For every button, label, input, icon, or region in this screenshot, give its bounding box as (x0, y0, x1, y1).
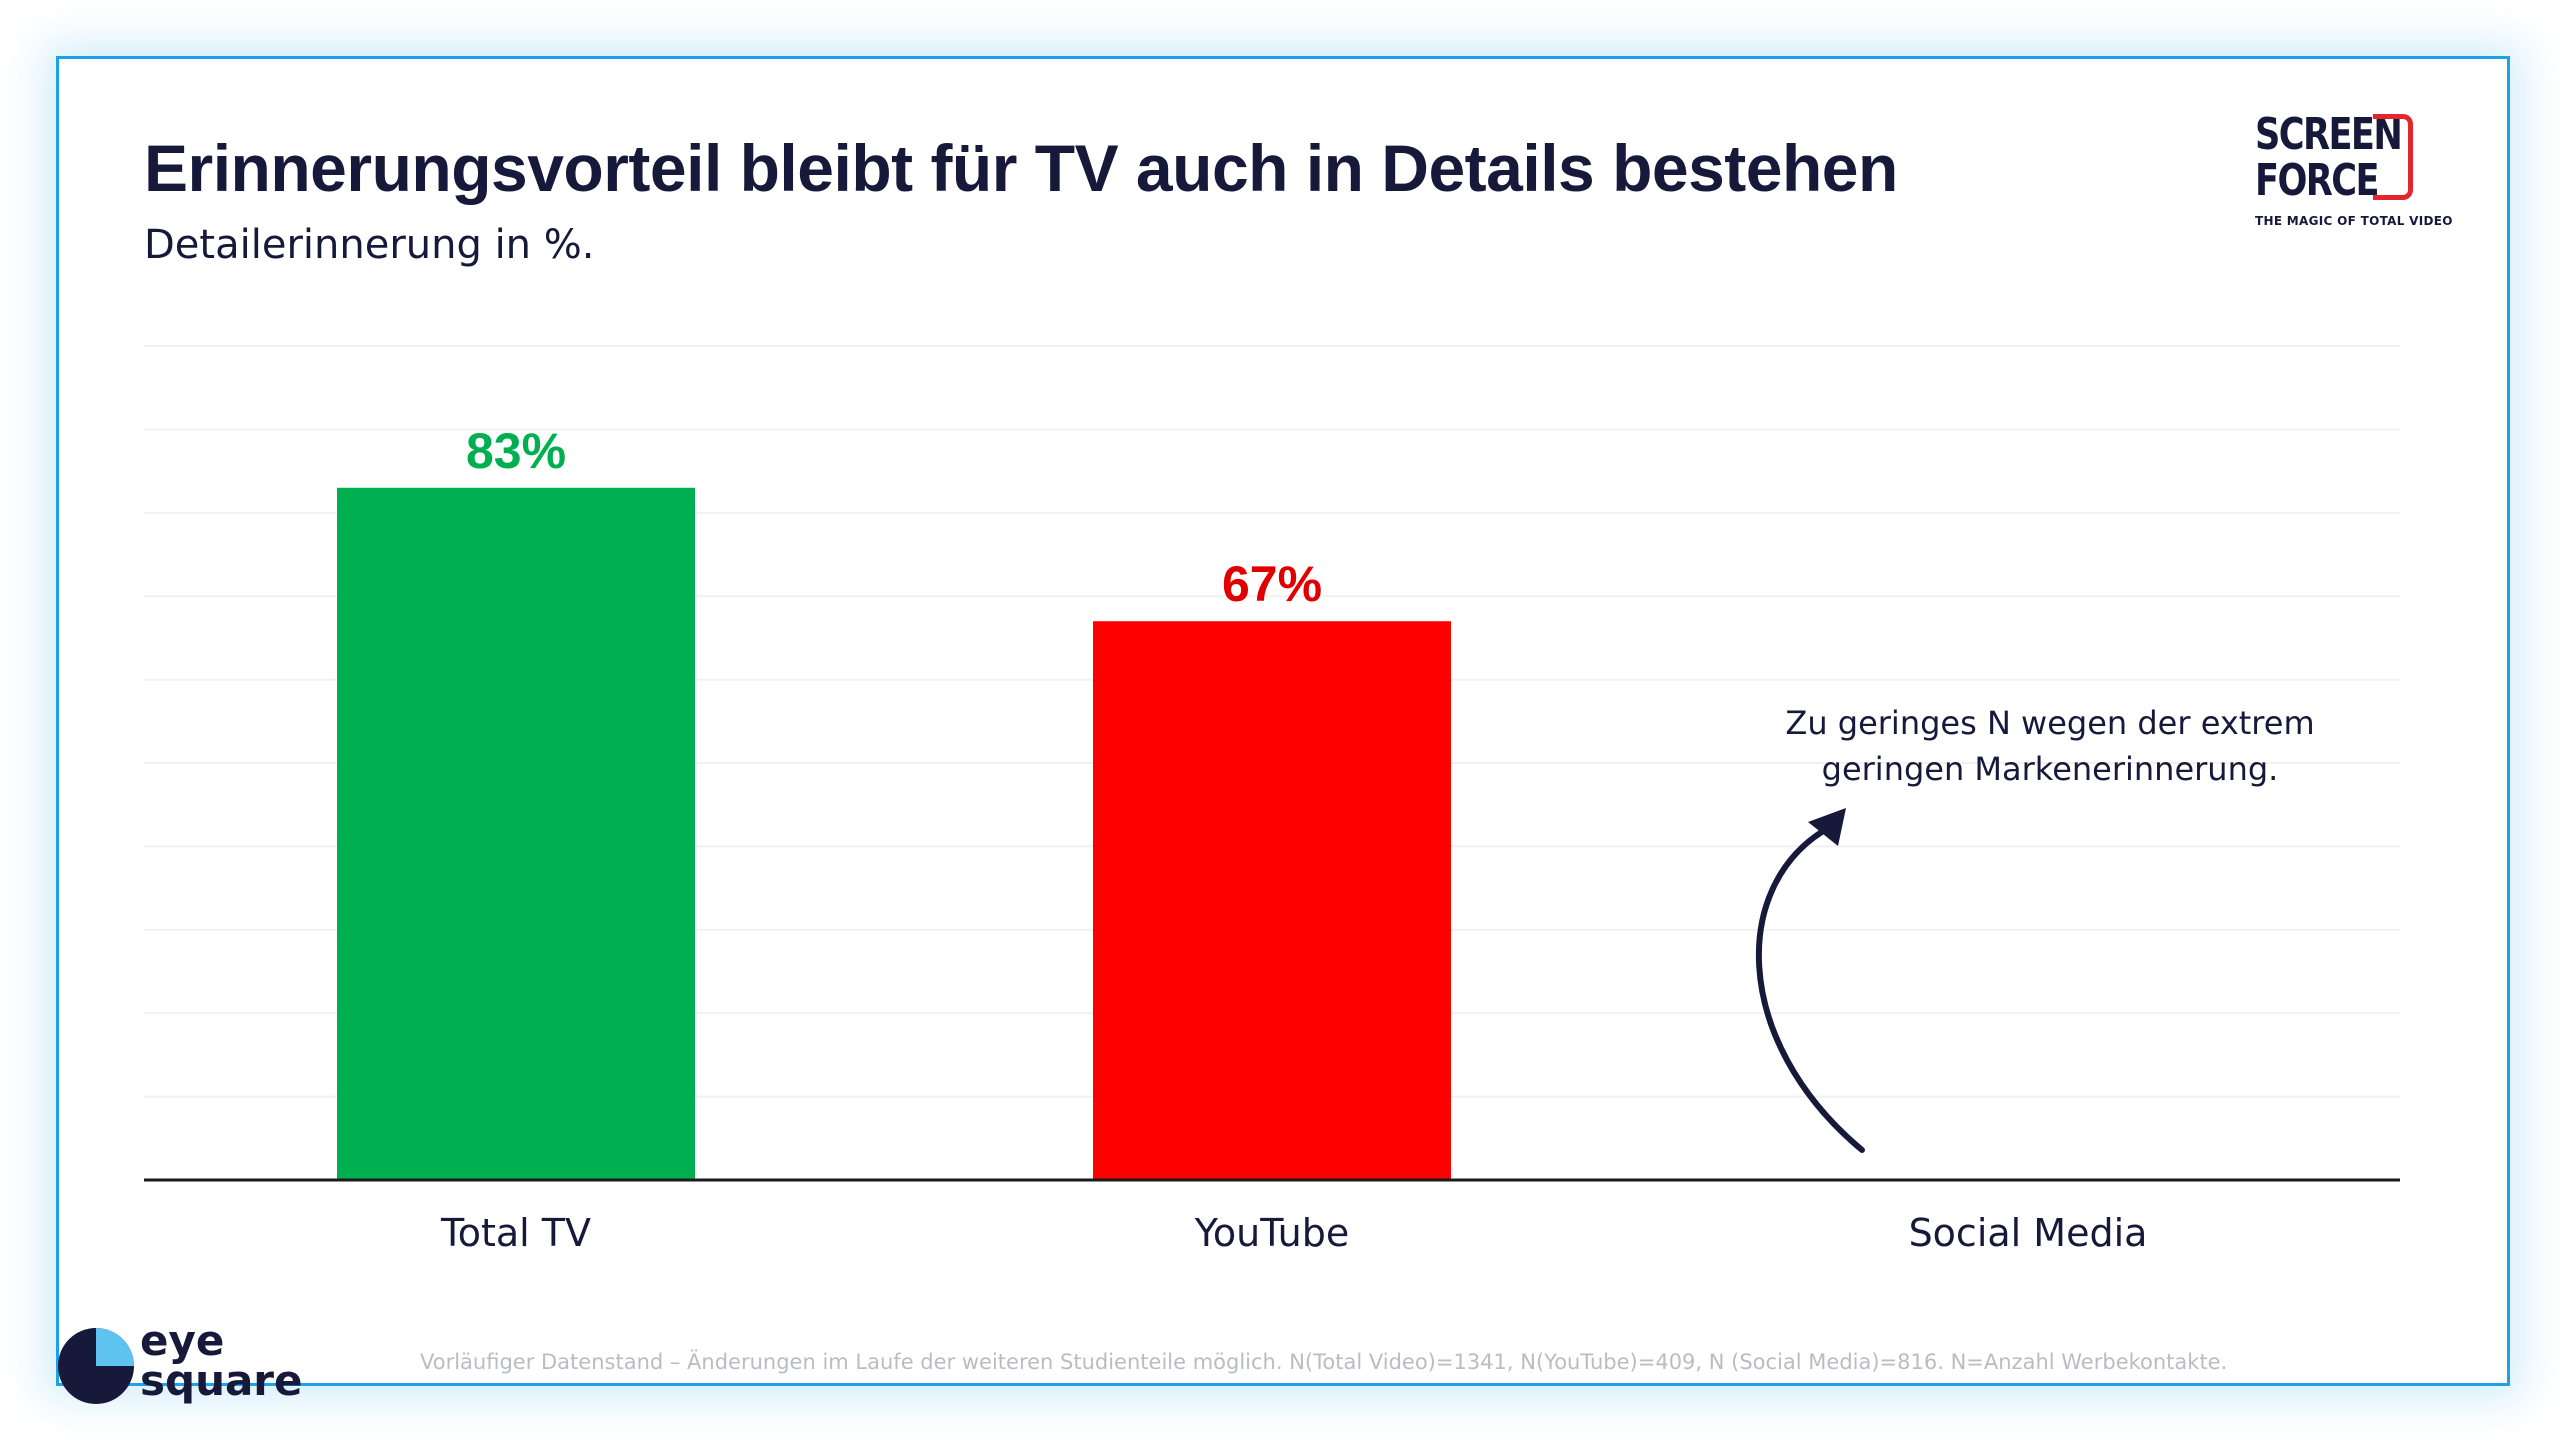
arrow-head-icon (1808, 808, 1846, 846)
page-subtitle: Detailerinnerung in %. (144, 222, 595, 268)
bar-chart: 83% Total TV 67% YouTube Social Media (144, 345, 2400, 1255)
bar-total-tv (337, 487, 695, 1180)
chart-bars (337, 487, 1451, 1180)
eyesquare-logo: eye square (56, 1320, 316, 1410)
x-tick-label: Total TV (440, 1211, 591, 1255)
eyesquare-logo-line2: square (140, 1356, 303, 1405)
x-tick-label: Social Media (1909, 1211, 2148, 1255)
screenforce-logo-line2: FORCE (2255, 155, 2380, 206)
chart-labels: 83% Total TV 67% YouTube Social Media (440, 423, 2147, 1255)
eyesquare-eye-icon (58, 1328, 134, 1404)
footnote: Vorläufiger Datenstand – Änderungen im L… (420, 1350, 2228, 1374)
screenforce-logo: SCREEN FORCE THE MAGIC OF TOTAL VIDEO (2255, 112, 2452, 232)
x-tick-label: YouTube (1194, 1211, 1350, 1255)
screenforce-logo-tagline: THE MAGIC OF TOTAL VIDEO (2255, 214, 2453, 228)
screenforce-bracket-icon (2373, 114, 2413, 200)
chart-annotation: Zu geringes N wegen der extrem geringen … (1785, 704, 2315, 788)
page-title: Erinnerungsvorteil bleibt für TV auch in… (144, 131, 1898, 205)
curved-arrow-icon (1755, 823, 1865, 1153)
bar-youtube (1093, 621, 1451, 1180)
data-label: 83% (466, 423, 566, 479)
data-label: 67% (1222, 556, 1322, 612)
eyesquare-logo-line1: eye (140, 1316, 225, 1365)
